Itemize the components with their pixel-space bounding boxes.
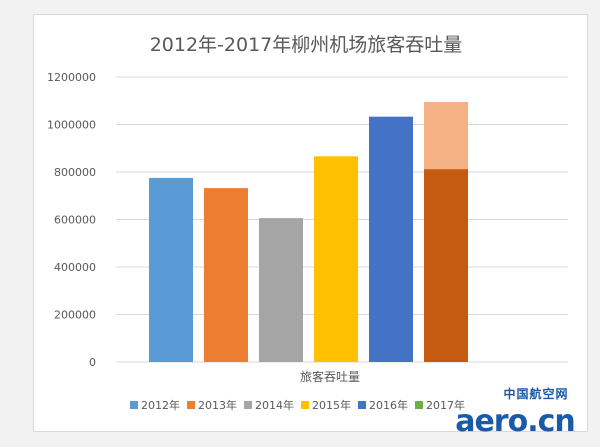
x-axis-category-label: 旅客吞吐量 — [300, 369, 360, 384]
y-tick-label: 600000 — [54, 214, 96, 227]
legend-label: 2016年 — [369, 398, 408, 412]
y-axis: 0 200000 400000 600000 800000 1000000 1200000 — [47, 71, 96, 369]
bars — [149, 101, 468, 362]
legend-label: 2015年 — [312, 398, 351, 412]
bar-2015年 — [314, 156, 358, 362]
bar-2014年 — [259, 218, 303, 362]
chart-card: 2012年-2017年柳州机场旅客吞吐量 0 200000 400000 600000… — [33, 14, 588, 432]
bar-2012年 — [149, 177, 193, 362]
legend-swatch — [415, 401, 423, 409]
legend-label: 2013年 — [198, 398, 237, 412]
y-tick-label: 400000 — [54, 261, 96, 274]
watermark-en-text: aero.cn — [455, 404, 575, 439]
legend-label: 2017年 — [426, 398, 465, 412]
y-tick-label: 200000 — [54, 309, 96, 322]
legend-swatch — [244, 401, 252, 409]
y-tick-label: 800000 — [54, 166, 96, 179]
legend-swatch — [187, 401, 195, 409]
bar-2013年 — [204, 188, 248, 362]
y-tick-label: 1000000 — [47, 119, 96, 132]
y-tick-label: 1200000 — [47, 71, 96, 84]
legend-swatch — [301, 401, 309, 409]
aero-cn-watermark-logo: 中国航空网 aero.cn — [455, 386, 576, 439]
legend-label: 2014年 — [255, 398, 294, 412]
y-tick-label: 0 — [89, 356, 96, 369]
watermark-cn-text: 中国航空网 — [503, 386, 568, 401]
bar-chart: 2012年-2017年柳州机场旅客吞吐量 0 200000 400000 600000… — [47, 34, 568, 412]
legend: 2012年 2013年 2014年 2015年 2016年 2017年 — [130, 398, 465, 412]
bar-2017年-lower — [424, 169, 468, 362]
legend-label: 2012年 — [141, 398, 180, 412]
chart-title: 2012年-2017年柳州机场旅客吞吐量 — [150, 34, 463, 56]
legend-swatch — [130, 401, 138, 409]
bar-2017年-upper — [424, 101, 468, 170]
bar-2016年 — [369, 116, 413, 362]
legend-swatch — [358, 401, 366, 409]
